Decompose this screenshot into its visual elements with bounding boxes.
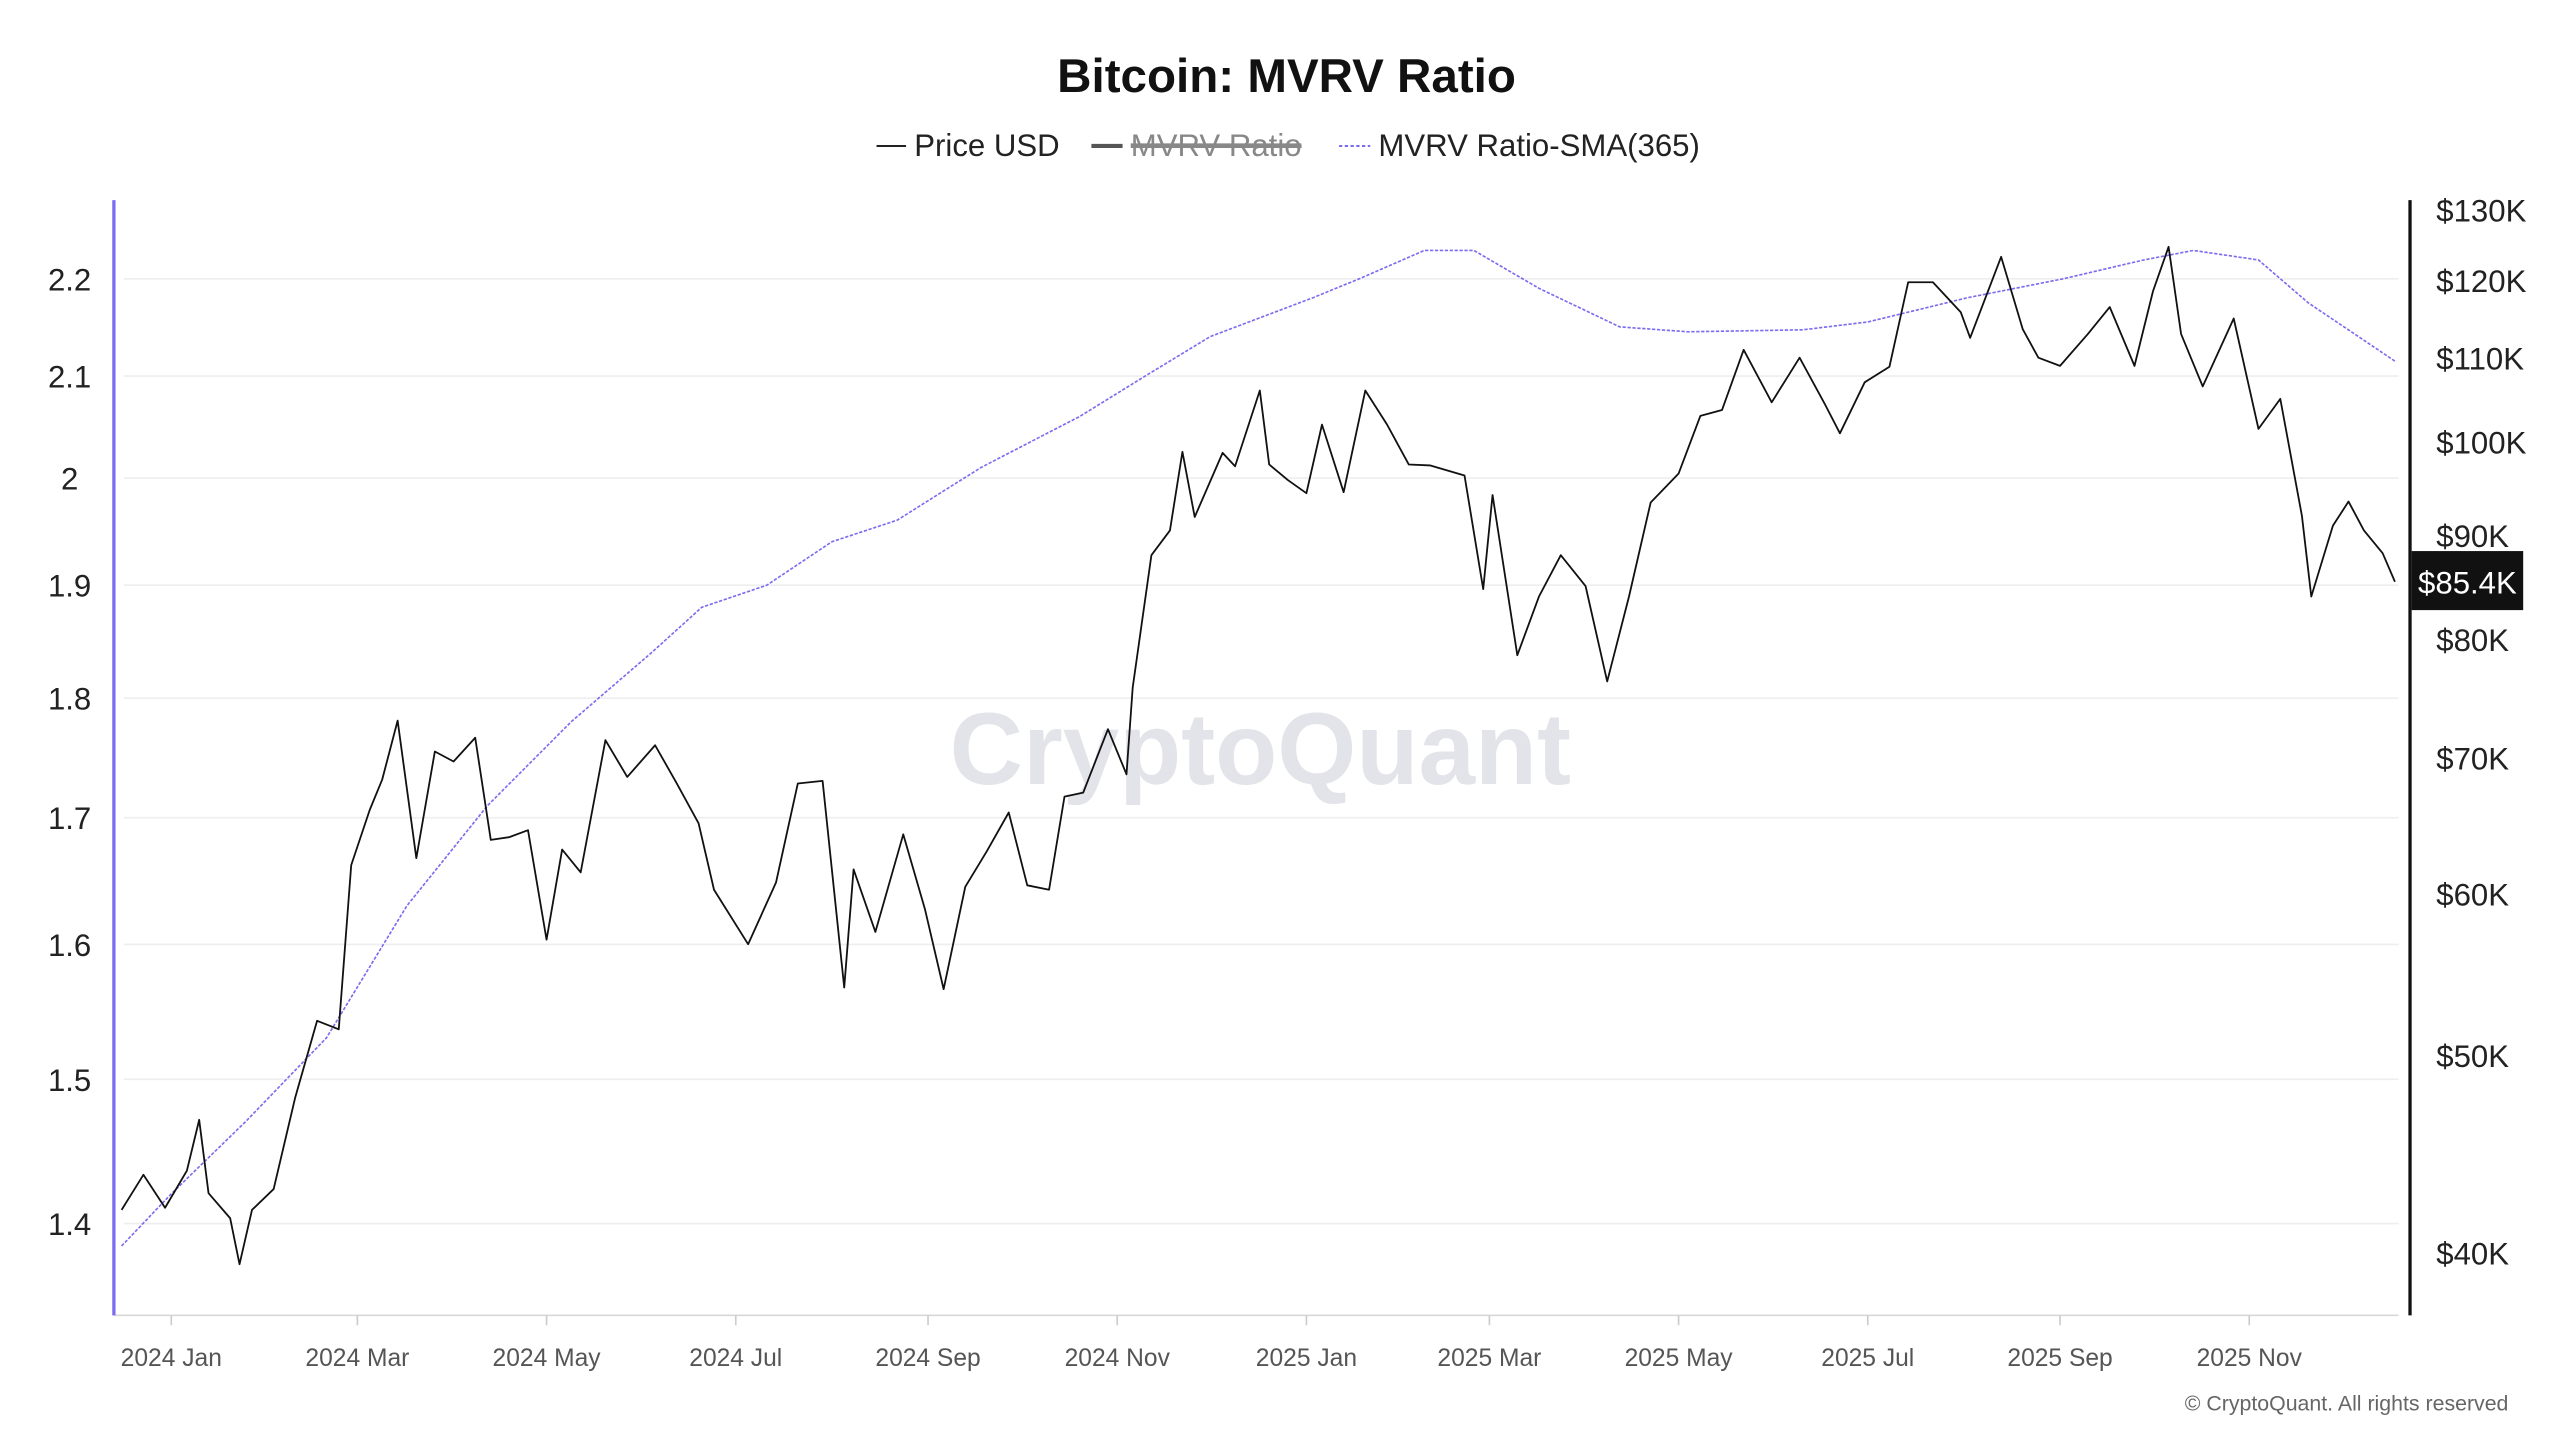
right-tick-label: $110K (2436, 341, 2524, 376)
current-price-label: $85.4K (2418, 566, 2517, 601)
right-tick-label: $50K (2436, 1039, 2509, 1074)
x-tick-label: 2024 Nov (1065, 1345, 1171, 1372)
left-tick-label: 1.6 (48, 928, 91, 963)
chart-title: Bitcoin: MVRV Ratio (1057, 50, 1516, 103)
left-tick-label: 1.8 (48, 682, 91, 717)
x-tick-label: 2025 May (1625, 1345, 1734, 1372)
left-tick-label: 1.5 (48, 1063, 91, 1098)
copyright: © CryptoQuant. All rights reserved (2185, 1391, 2509, 1415)
current-price-badge: $85.4K (2411, 551, 2524, 611)
legend-label-price: Price USD (914, 128, 1059, 163)
right-tick-label: $80K (2436, 623, 2509, 658)
left-tick-label: 2 (61, 462, 78, 497)
right-tick-label: $90K (2436, 519, 2509, 554)
right-tick-label: $40K (2436, 1237, 2509, 1272)
left-tick-label: 2.1 (48, 360, 91, 395)
x-tick-label: 2024 Sep (875, 1345, 980, 1372)
legend-item-sma[interactable]: MVRV Ratio-SMA(365) (1339, 128, 1700, 163)
x-axis-ticks: 2024 Jan 2024 Mar 2024 May 2024 Jul 2024 Sep… (121, 1315, 2303, 1372)
grid (123, 277, 2399, 1225)
x-tick-label: 2025 Nov (2197, 1345, 2303, 1372)
left-axis-ticks: 2.2 2.1 2 1.9 1.8 1.7 1.6 1.5 1.4 (48, 262, 91, 1242)
legend-item-mvrv[interactable]: MVRV Ratio (1091, 128, 1302, 163)
x-tick-label: 2025 Sep (2007, 1345, 2112, 1372)
x-tick-label: 2025 Jul (1821, 1345, 1914, 1372)
series-line-sma-365 (121, 249, 2396, 1247)
x-tick-label: 2024 Jan (121, 1345, 222, 1372)
legend-item-price[interactable]: Price USD (876, 128, 1060, 163)
x-tick-label: 2024 Mar (305, 1345, 409, 1372)
right-axis-ticks: $130K $120K $110K $100K $90K $80K $70K $60K $50K… (2436, 193, 2526, 1271)
x-tick-label: 2025 Mar (1437, 1345, 1541, 1372)
left-tick-label: 1.9 (48, 569, 91, 604)
right-tick-label: $100K (2436, 426, 2526, 461)
x-tick-label: 2025 Jan (1256, 1345, 1357, 1372)
series-line-price-usd (120, 245, 2396, 1266)
legend-label-sma: MVRV Ratio-SMA(365) (1378, 128, 1699, 163)
right-tick-label: $70K (2436, 741, 2509, 776)
x-tick-label: 2024 May (493, 1345, 602, 1372)
watermark: CryptoQuant (950, 692, 1571, 806)
legend: Price USD MVRV Ratio MVRV Ratio-SMA(365) (876, 128, 1700, 163)
x-tick-label: 2024 Jul (689, 1345, 782, 1372)
right-tick-label: $120K (2436, 264, 2526, 299)
right-tick-label: $60K (2436, 878, 2509, 913)
left-tick-label: 1.4 (48, 1207, 91, 1242)
left-tick-label: 2.2 (48, 262, 91, 297)
left-tick-label: 1.7 (48, 801, 91, 836)
right-tick-label: $130K (2436, 193, 2526, 228)
